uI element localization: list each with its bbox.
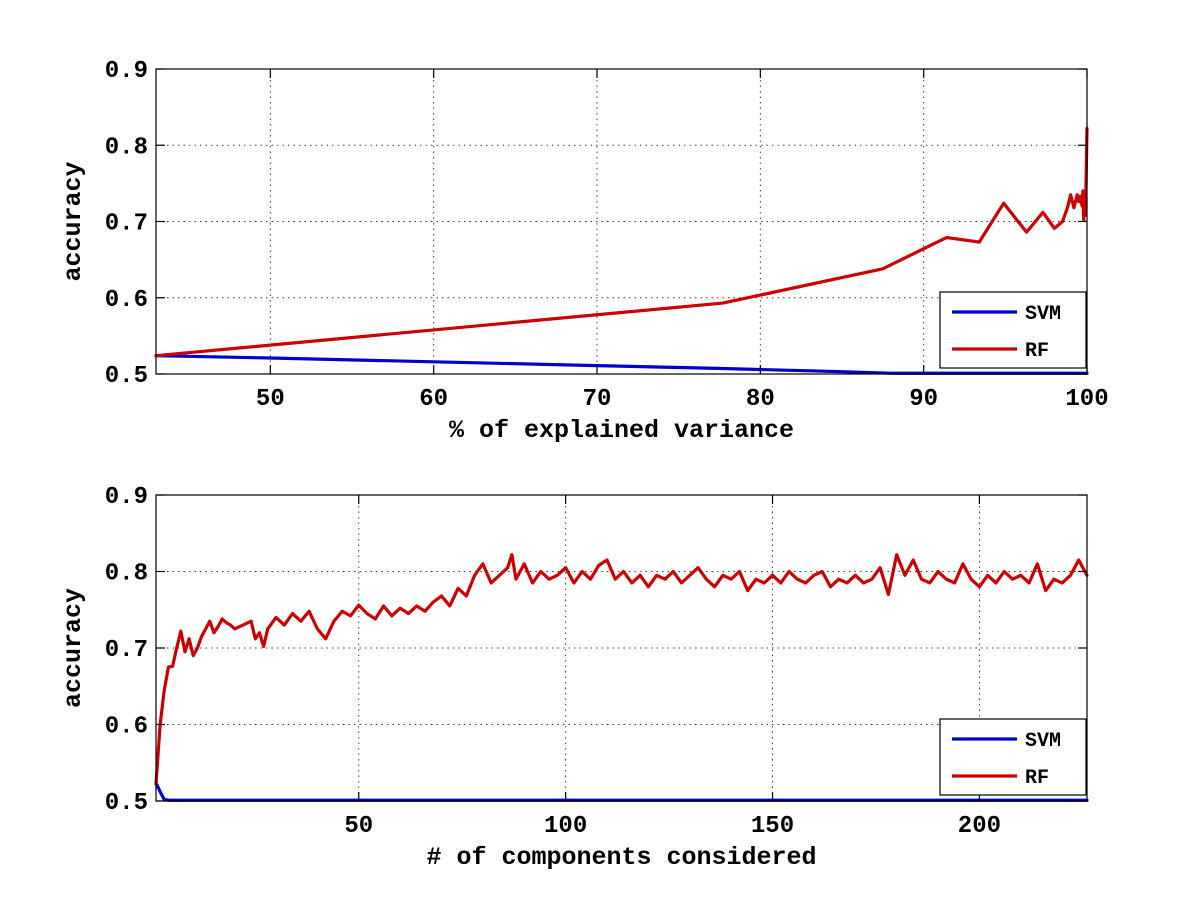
y-tick-label: 0.7 bbox=[105, 637, 148, 664]
x-tick-label: 50 bbox=[344, 813, 373, 840]
series-line-svm bbox=[154, 781, 1089, 802]
legend-box bbox=[939, 718, 1087, 796]
y-tick-label: 0.5 bbox=[105, 790, 148, 817]
legend-label-rf: RF bbox=[1025, 340, 1049, 363]
legend-box bbox=[939, 291, 1087, 369]
x-tick-label: 60 bbox=[419, 386, 448, 413]
y-tick-label: 0.8 bbox=[105, 134, 148, 161]
y-tick-label: 0.5 bbox=[105, 363, 148, 390]
series-line-rf bbox=[154, 126, 1089, 358]
x-tick-label: 150 bbox=[751, 813, 794, 840]
x-tick-label: 70 bbox=[583, 386, 612, 413]
x-tick-label: 80 bbox=[746, 386, 775, 413]
legend: SVM RF bbox=[939, 718, 1087, 796]
series-line-rf bbox=[154, 553, 1089, 786]
legend-label-rf: RF bbox=[1025, 767, 1049, 790]
y-axis-label: accuracy bbox=[59, 588, 88, 708]
legend-label-svm: SVM bbox=[1025, 303, 1061, 326]
explained-variance-plot: 50 60 70 80 90 100 0.5 0.6 0.7 0.8 0.9 % of explain… bbox=[59, 58, 1109, 445]
x-axis-label: % of explained variance bbox=[449, 416, 794, 445]
y-tick-label: 0.6 bbox=[105, 287, 148, 314]
y-tick-label: 0.9 bbox=[105, 484, 148, 511]
x-tick-label: 200 bbox=[958, 813, 1001, 840]
x-tick-label: 90 bbox=[909, 386, 938, 413]
y-axis-label: accuracy bbox=[59, 161, 88, 281]
x-tick-label: 50 bbox=[256, 386, 285, 413]
series-line-svm bbox=[154, 354, 1089, 375]
legend: SVM RF bbox=[939, 291, 1087, 369]
x-tick-label: 100 bbox=[1065, 386, 1108, 413]
y-tick-label: 0.6 bbox=[105, 714, 148, 741]
y-tick-label: 0.9 bbox=[105, 58, 148, 85]
x-tick-label: 100 bbox=[544, 813, 587, 840]
y-tick-label: 0.8 bbox=[105, 561, 148, 588]
x-axis-label: # of components considered bbox=[426, 843, 816, 872]
legend-label-svm: SVM bbox=[1025, 730, 1061, 753]
y-tick-label: 0.7 bbox=[105, 211, 148, 238]
components-plot: 50 100 150 200 0.5 0.6 0.7 0.8 0.9 # of component… bbox=[59, 484, 1089, 872]
